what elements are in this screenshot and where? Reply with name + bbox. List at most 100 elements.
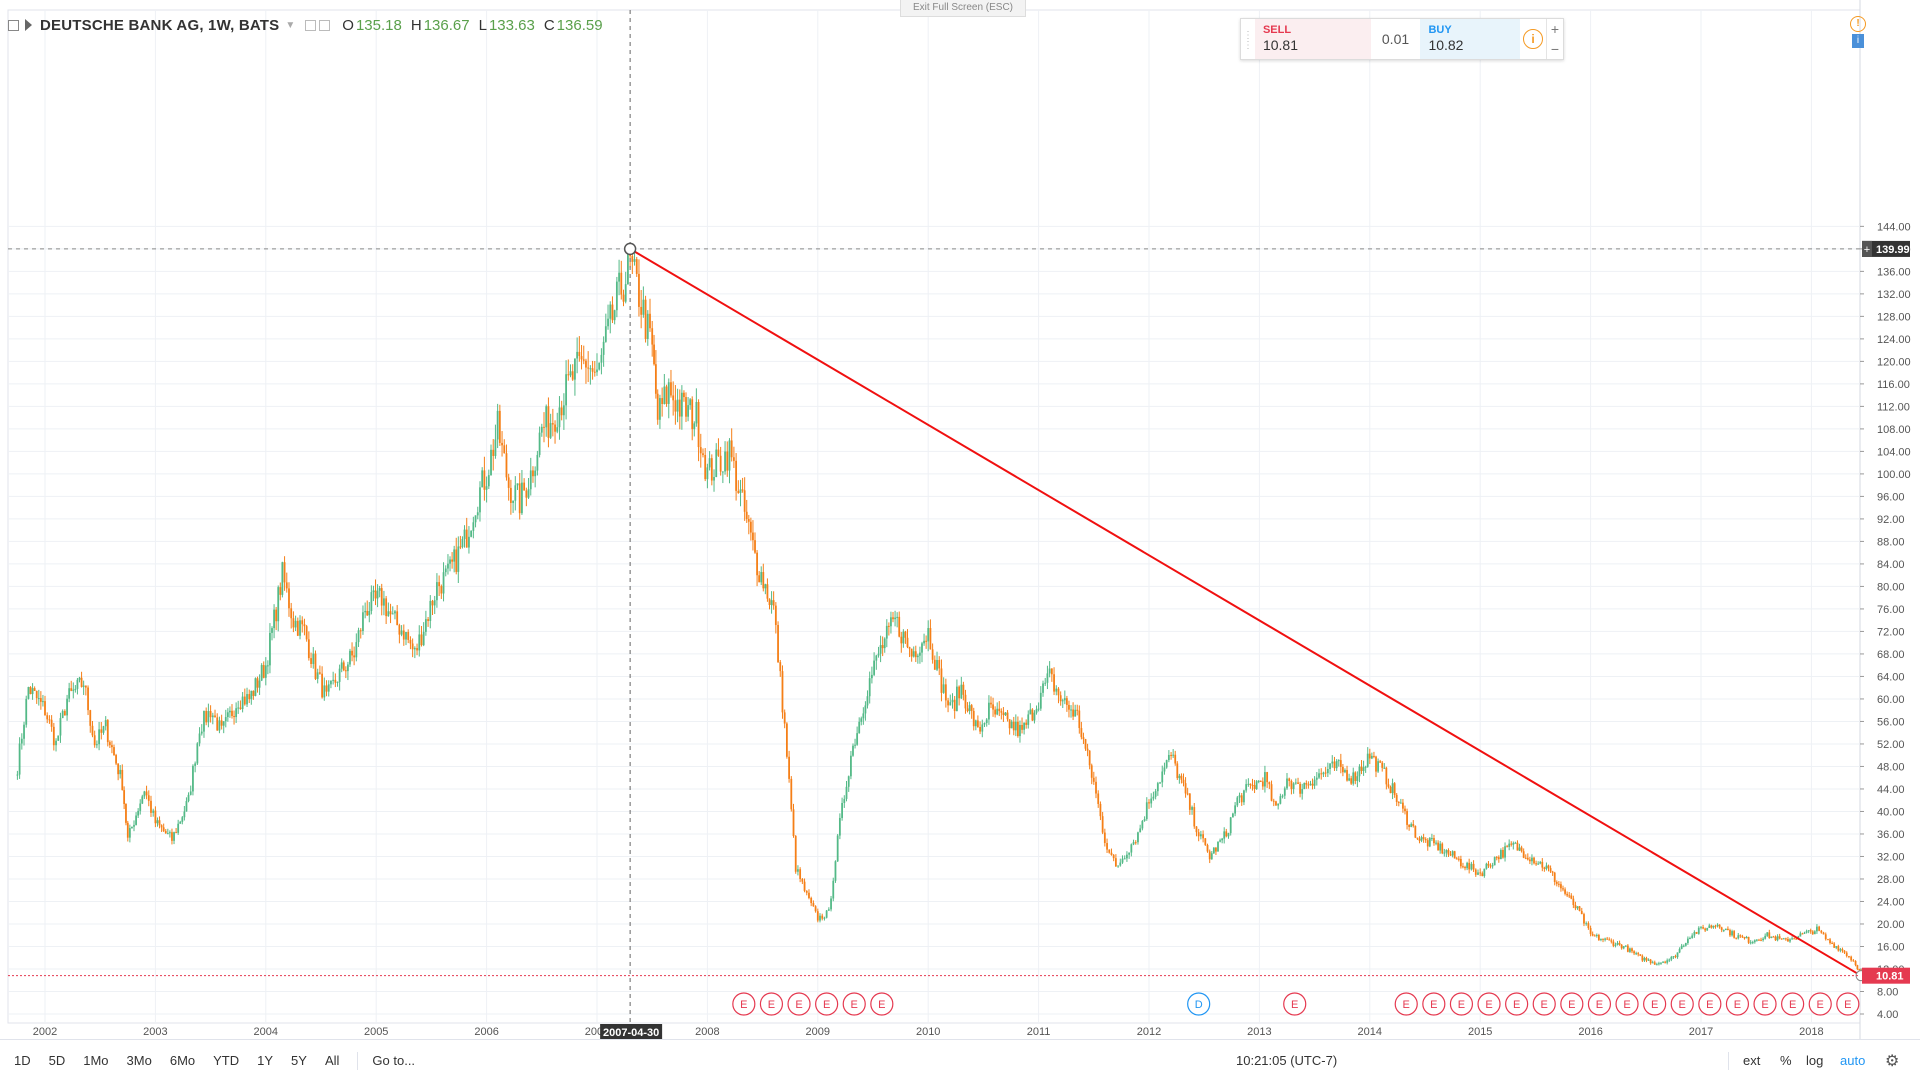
candle-body [974,720,977,727]
symbol-title[interactable]: DEUTSCHE BANK AG, 1W, BATS [40,16,280,34]
candle-body [424,619,427,632]
candle-body [699,447,702,454]
clock-display[interactable]: 10:21:05 (UTC-7) [1236,1053,1338,1068]
candle-body [1722,930,1725,932]
drag-handle-icon[interactable]: ⋮ ⋮ [1242,30,1253,51]
candle-body [277,587,280,622]
candle-body [569,371,572,376]
crosshair-price-label-bg [1862,240,1910,257]
candle-body [505,453,508,478]
candle-body [788,756,790,779]
candle-body [1165,760,1168,768]
candle-body [1297,782,1299,784]
candle-body [1193,807,1196,827]
candle-body [1191,807,1193,810]
collapse-icon[interactable] [8,19,19,31]
alert-icon[interactable]: ! [1850,16,1866,32]
range-5y-button[interactable]: 5Y [291,1053,307,1068]
candle-body [1479,872,1482,874]
range-1mo-button[interactable]: 1Mo [83,1053,109,1068]
candle-body [1610,940,1613,942]
candle-body [1787,939,1789,942]
candle-body [1364,766,1367,768]
candle-body [1462,866,1464,868]
exit-fullscreen-button[interactable]: Exit Full Screen (ESC) [900,0,1026,17]
flag-icon[interactable] [25,19,32,31]
candle-body [1733,931,1736,938]
candle-body [222,721,225,726]
close-label: C [543,16,555,34]
indicator-icon[interactable]: i [1852,34,1864,48]
candle-body [301,620,304,625]
plus-button[interactable]: + [1550,21,1560,37]
ext-toggle[interactable]: ext [1743,1053,1761,1068]
candle-body [1500,850,1502,860]
plus-icon: + [1864,244,1870,256]
candle-body [1383,767,1386,769]
candle-body [68,688,71,699]
candle-body [1553,872,1556,882]
candle-body [843,798,846,803]
candle-body [433,600,436,606]
candle-body [1843,950,1846,953]
candle-body [246,694,248,705]
candle-body [1811,931,1814,935]
candle-body [189,791,192,795]
sell-button[interactable]: SELL 10.81 [1254,19,1371,59]
candle-body [1099,803,1102,817]
candle-body [1706,928,1709,931]
earnings-marker [1670,992,1694,1016]
candle-body [1344,770,1346,773]
range-3mo-button[interactable]: 3Mo [126,1053,152,1068]
candle-body [1466,862,1468,869]
minus-button[interactable]: − [1550,41,1560,57]
range-1d-button[interactable]: 1D [14,1053,31,1068]
range-5d-button[interactable]: 5D [48,1053,66,1068]
candle-body [1449,854,1452,856]
auto-toggle[interactable]: auto [1840,1053,1866,1068]
range-1y-button[interactable]: 1Y [257,1053,274,1068]
close-value: 136.59 [556,16,603,34]
candle-body [207,711,210,723]
candle-body [290,608,293,619]
range-all-button[interactable]: All [324,1053,340,1068]
chevron-down-icon[interactable]: ▼ [285,19,296,31]
candle-body [706,467,709,480]
settings-icon[interactable] [305,19,317,31]
candle-body [1629,948,1631,952]
candle-body [1186,793,1189,795]
candle-body [567,374,570,376]
candle-body [1159,782,1161,784]
candle-body [850,755,852,777]
info-button[interactable]: i [1520,19,1546,59]
candle-body [719,455,722,472]
percent-toggle[interactable]: % [1780,1053,1792,1068]
range-ytd-button[interactable]: YTD [213,1053,240,1068]
candle-body [380,588,383,606]
candle-body [1337,760,1340,762]
range-6mo-button[interactable]: 6Mo [169,1053,196,1068]
candle-body [1557,883,1560,885]
candle-body [1360,766,1363,771]
candle-body [585,360,587,368]
earnings-marker [732,992,756,1016]
candle-body [992,704,994,710]
candle-body [1095,781,1097,794]
goto-button[interactable]: Go to... [372,1053,416,1068]
candle-body [1689,938,1691,940]
candle-body [1451,851,1454,856]
candle-body [1212,847,1215,854]
log-toggle[interactable]: log [1806,1053,1824,1068]
candle-body [113,747,115,756]
candle-body [593,371,596,373]
gear-icon[interactable]: ⚙ [1885,1052,1900,1070]
buy-button[interactable]: BUY 10.82 [1420,19,1521,59]
candle-body [1243,790,1245,803]
candle-body [74,688,77,690]
x-tick-label: 2005 [364,1026,388,1038]
candle-body [1023,722,1026,730]
candle-body [1491,865,1494,867]
candle-body [1108,849,1111,853]
hide-icon[interactable] [319,19,331,31]
